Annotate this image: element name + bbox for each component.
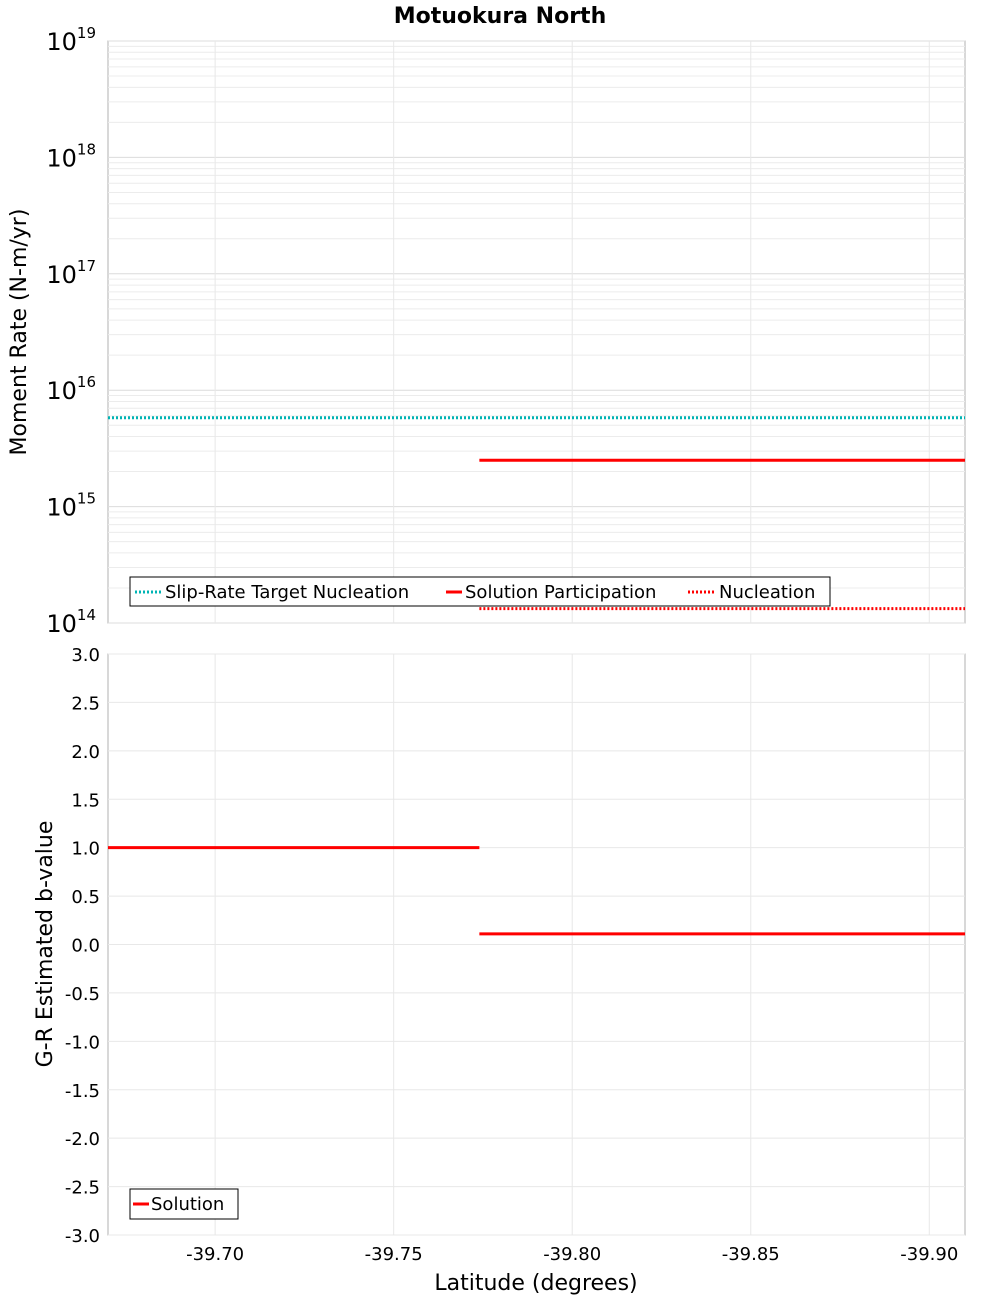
legend-label-nucleation: Nucleation bbox=[719, 582, 815, 603]
y-tick-label: 1017 bbox=[46, 257, 96, 289]
top-series-lines bbox=[108, 416, 965, 611]
legend-label-slip-rate-target: Slip-Rate Target Nucleation bbox=[165, 582, 409, 603]
y-tick-label: 1015 bbox=[46, 490, 96, 522]
y-tick-label: -0.5 bbox=[65, 984, 100, 1005]
y-tick-label: -1.5 bbox=[65, 1081, 100, 1102]
top-y-tick-labels: 1014 1015 1016 1017 1018 1019 bbox=[46, 24, 96, 638]
y-tick-label: 1.5 bbox=[71, 790, 100, 811]
x-axis-label: Latitude (degrees) bbox=[434, 1271, 637, 1296]
x-tick-label: -39.90 bbox=[900, 1244, 958, 1265]
y-tick-label: 0.0 bbox=[71, 936, 100, 957]
bottom-legend: Solution bbox=[129, 1188, 239, 1220]
top-gridlines bbox=[108, 40, 965, 624]
x-tick-label: -39.85 bbox=[722, 1244, 780, 1265]
y-tick-label: 1014 bbox=[46, 606, 96, 638]
y-tick-label: -2.5 bbox=[65, 1178, 100, 1199]
chart-title: Motuokura North bbox=[394, 4, 607, 29]
top-plot-frame bbox=[107, 40, 966, 624]
moment-rate-panel: 1014 1015 1016 1017 1018 1019 Moment Rate (N-… bbox=[7, 24, 966, 638]
y-tick-label: 0.5 bbox=[71, 887, 100, 908]
y-tick-label: -3.0 bbox=[65, 1226, 100, 1247]
y-tick-label: -1.0 bbox=[65, 1032, 100, 1053]
y-tick-label: 1016 bbox=[46, 373, 96, 405]
y-tick-label: 1019 bbox=[46, 24, 96, 56]
top-y-axis-label: Moment Rate (N-m/yr) bbox=[7, 209, 32, 456]
x-tick-labels: -39.70 -39.75 -39.80 -39.85 -39.90 bbox=[186, 1244, 958, 1265]
y-tick-label: 1018 bbox=[46, 140, 96, 172]
legend-label-solution-participation: Solution Participation bbox=[465, 582, 656, 603]
x-tick-label: -39.70 bbox=[186, 1244, 244, 1265]
b-value-panel: -3.0 -2.5 -2.0 -1.5 -1.0 -0.5 0.0 0.5 1.0 1.5 2.0 2… bbox=[33, 645, 966, 1296]
legend-label-solution: Solution bbox=[151, 1194, 224, 1215]
bottom-y-tick-labels: -3.0 -2.5 -2.0 -1.5 -1.0 -0.5 0.0 0.5 1.0 1.5 2.0 2… bbox=[65, 645, 100, 1247]
y-tick-label: 2.0 bbox=[71, 742, 100, 763]
x-tick-label: -39.80 bbox=[543, 1244, 601, 1265]
top-legend: Slip-Rate Target Nucleation Solution Par… bbox=[129, 576, 831, 607]
y-tick-label: 1.0 bbox=[71, 839, 100, 860]
y-tick-label: 3.0 bbox=[71, 645, 100, 666]
y-tick-label: -2.0 bbox=[65, 1129, 100, 1150]
bottom-y-axis-label: G-R Estimated b-value bbox=[33, 821, 58, 1068]
y-tick-label: 2.5 bbox=[71, 693, 100, 714]
x-tick-label: -39.75 bbox=[365, 1244, 423, 1265]
bottom-series-lines bbox=[108, 846, 965, 936]
